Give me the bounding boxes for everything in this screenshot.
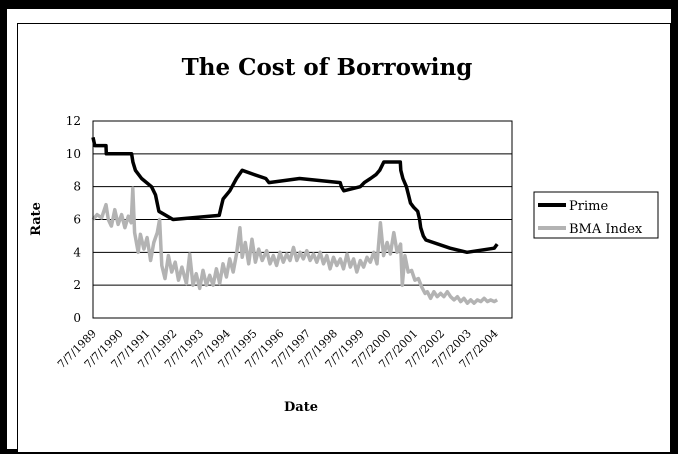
series-lines: [91, 137, 499, 305]
chart-title: The Cost of Borrowing: [182, 54, 473, 81]
gridlines: [93, 120, 512, 319]
y-tick-label: 4: [73, 245, 81, 259]
y-tick-label: 0: [73, 311, 81, 325]
y-tick-label: 10: [66, 147, 81, 161]
x-tick-labels: 7/7/19897/7/19907/7/19917/7/19927/7/1993…: [55, 327, 501, 371]
y-axis-label: Rate: [29, 202, 44, 236]
y-tick-labels: 0 2 4 6 8 10 12: [66, 114, 82, 325]
y-tick-label: 2: [73, 278, 81, 292]
legend-label-prime: Prime: [569, 199, 608, 214]
legend-label-bma-index: BMA Index: [569, 222, 643, 237]
x-axis-label: Date: [284, 400, 318, 415]
legend: Prime BMA Index: [533, 191, 659, 239]
series-line-bma-index: [91, 186, 499, 305]
plot-area-border: [92, 120, 513, 319]
y-tick-label: 8: [73, 180, 81, 194]
series-line-prime: [91, 137, 499, 255]
legend-box: [533, 191, 659, 239]
y-tick-label: 6: [73, 213, 81, 227]
y-tick-label: 12: [66, 114, 81, 128]
